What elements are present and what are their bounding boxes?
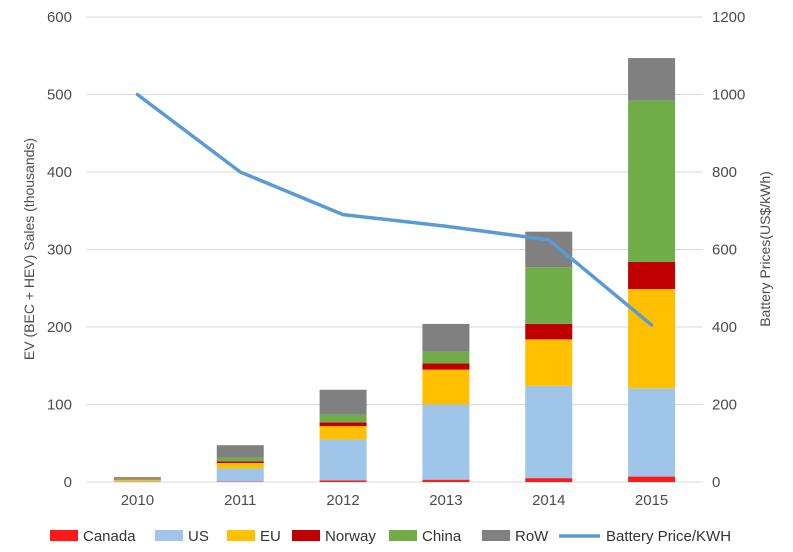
y2-tick-label: 1200 bbox=[712, 9, 745, 26]
bar-us-2014 bbox=[525, 385, 573, 479]
y2-tick-label: 400 bbox=[712, 319, 737, 336]
legend-label: China bbox=[422, 528, 462, 545]
bar-canada-2013 bbox=[422, 479, 470, 482]
bar-row-2013 bbox=[422, 323, 470, 352]
legend-label: Canada bbox=[83, 528, 136, 545]
legend-label: US bbox=[188, 528, 209, 545]
bar-eu-2011 bbox=[216, 463, 264, 469]
bar-eu-2012 bbox=[319, 426, 367, 440]
battery-price-polyline bbox=[135, 92, 654, 327]
legend-label: RoW bbox=[515, 528, 549, 545]
legend-swatch-eu bbox=[227, 530, 255, 541]
y-tick-label: 200 bbox=[47, 319, 72, 336]
y-tick-label: 0 bbox=[64, 474, 72, 491]
y2-tick-label: 0 bbox=[712, 474, 720, 491]
bar-row-2010 bbox=[113, 477, 161, 479]
bar-us-2010 bbox=[113, 480, 161, 482]
bar-norway-2014 bbox=[525, 323, 573, 340]
legend-swatch-us bbox=[155, 530, 183, 541]
legend-label: EU bbox=[260, 528, 281, 545]
legend-swatch-china bbox=[389, 530, 417, 541]
x-tick-label: 2015 bbox=[635, 492, 668, 509]
bar-norway-2012 bbox=[319, 422, 367, 427]
y-axis-right: 0 200 400 600 800 1000 1200 bbox=[712, 9, 745, 491]
legend-label: Norway bbox=[325, 528, 376, 545]
legend-label: Battery Price/KWH bbox=[606, 528, 731, 545]
bar-us-2013 bbox=[422, 404, 470, 480]
battery-price-line bbox=[135, 92, 654, 327]
bar-norway-2015 bbox=[628, 261, 676, 290]
bar-china-2015 bbox=[628, 100, 676, 262]
gridlines bbox=[86, 16, 703, 483]
bar-row-2015 bbox=[628, 58, 676, 101]
x-tick-label: 2011 bbox=[224, 492, 256, 509]
legend-swatch-row bbox=[482, 530, 510, 541]
bar-norway-2013 bbox=[422, 363, 470, 370]
x-tick-label: 2012 bbox=[326, 492, 359, 509]
y-tick-label: 300 bbox=[47, 242, 72, 259]
y-axis-title: EV (BEC + HEV) Sales (thousands) bbox=[21, 138, 37, 360]
legend-swatch-canada bbox=[50, 530, 78, 541]
bar-china-2011 bbox=[216, 457, 264, 462]
y-tick-label: 100 bbox=[47, 397, 72, 414]
bar-eu-2013 bbox=[422, 369, 470, 405]
bar-norway-2011 bbox=[216, 461, 264, 464]
y2-axis-title: Battery Prices(US$/kWh) bbox=[757, 171, 773, 327]
bar-us-2011 bbox=[216, 468, 264, 482]
bar-china-2012 bbox=[319, 414, 367, 423]
bar-eu-2010 bbox=[113, 479, 161, 481]
bar-canada-2014 bbox=[525, 478, 573, 482]
bar-us-2015 bbox=[628, 388, 676, 477]
y2-tick-label: 800 bbox=[712, 164, 737, 181]
x-tick-label: 2013 bbox=[429, 492, 462, 509]
y2-tick-label: 600 bbox=[712, 242, 737, 259]
y2-tick-label: 200 bbox=[712, 397, 737, 414]
y-tick-label: 600 bbox=[47, 9, 72, 26]
bar-china-2014 bbox=[525, 267, 573, 324]
y2-tick-label: 1000 bbox=[712, 87, 745, 104]
bars bbox=[113, 58, 676, 482]
y-tick-label: 500 bbox=[47, 87, 72, 104]
y-tick-label: 400 bbox=[47, 164, 72, 181]
y-axis-left: 0 100 200 300 400 500 600 bbox=[47, 9, 72, 491]
bar-china-2013 bbox=[422, 351, 470, 364]
legend-swatch-norway bbox=[292, 530, 320, 541]
bar-us-2012 bbox=[319, 439, 367, 481]
bar-canada-2012 bbox=[319, 480, 367, 482]
x-tick-label: 2014 bbox=[532, 492, 565, 509]
x-axis: 2010 2011 2012 2013 2014 2015 bbox=[121, 492, 669, 509]
bar-canada-2015 bbox=[628, 476, 676, 482]
legend: Canada US EU Norway China RoW Battery Price/KW… bbox=[50, 528, 731, 545]
bar-row-2011 bbox=[216, 445, 264, 458]
x-tick-label: 2010 bbox=[121, 492, 154, 509]
bar-eu-2014 bbox=[525, 339, 573, 386]
bar-eu-2015 bbox=[628, 289, 676, 389]
bar-row-2012 bbox=[319, 389, 367, 415]
